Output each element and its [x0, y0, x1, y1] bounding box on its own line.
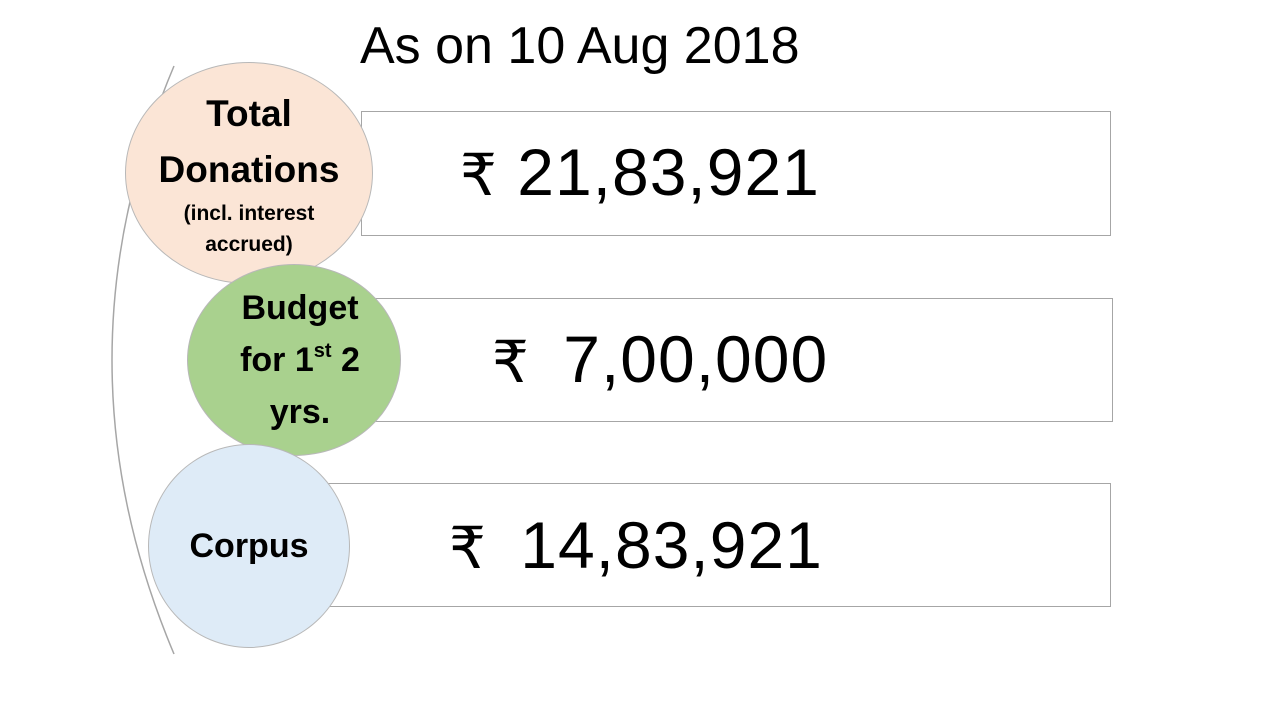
- donations-value: 21,83,921: [517, 135, 820, 209]
- budget-amount: ₹ 7,00,000: [492, 319, 828, 402]
- budget-value-box: [361, 298, 1113, 422]
- corpus-circle: Corpus: [148, 444, 350, 648]
- corpus-value-box: [322, 483, 1111, 607]
- rupee-icon: ₹: [449, 514, 487, 582]
- corpus-value: 14,83,921: [520, 508, 823, 582]
- budget-label-line-1: Budget: [241, 289, 359, 327]
- corpus-label: Corpus: [189, 527, 309, 565]
- budget-circle: Budget for 1st 2 yrs.: [187, 264, 401, 456]
- slide-title: As on 10 Aug 2018: [360, 17, 800, 75]
- rupee-icon: ₹: [460, 141, 498, 209]
- donations-sublabel-line-1: (incl. interest: [183, 202, 315, 225]
- corpus-amount: ₹ 14,83,921: [449, 505, 823, 588]
- budget-label-line-3: yrs.: [269, 393, 331, 431]
- rupee-icon: ₹: [492, 328, 530, 396]
- donations-sublabel-line-2: accrued): [205, 233, 293, 256]
- budget-label-line-2: for 1st 2: [240, 340, 360, 379]
- donations-amount: ₹ 21,83,921: [460, 132, 820, 215]
- budget-value: 7,00,000: [563, 322, 829, 396]
- donations-label-line-2: Donations: [158, 149, 340, 190]
- donations-label-line-1: Total: [206, 93, 292, 134]
- donations-circle: Total Donations (incl. interest accrued): [125, 62, 373, 284]
